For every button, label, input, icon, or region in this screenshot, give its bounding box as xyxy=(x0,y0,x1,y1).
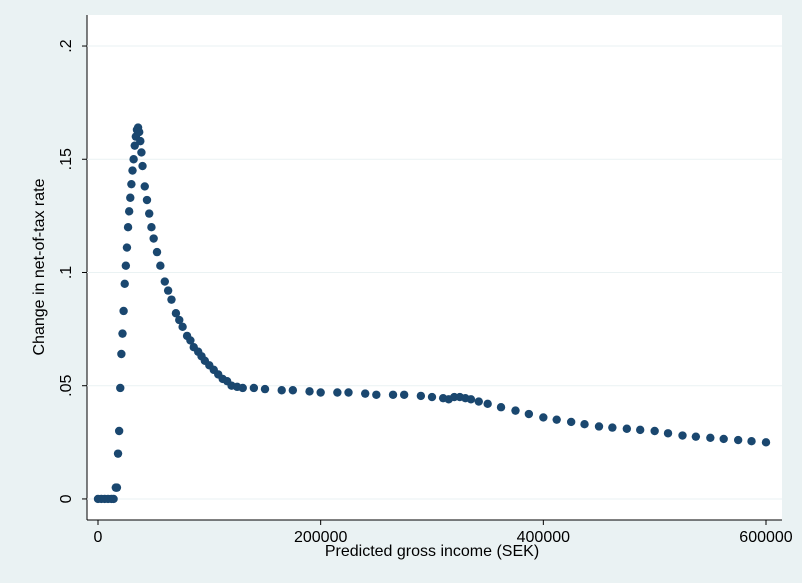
point xyxy=(119,306,128,316)
point xyxy=(147,222,156,232)
point xyxy=(137,148,146,157)
point xyxy=(178,322,187,332)
point xyxy=(124,207,134,216)
point xyxy=(361,389,370,398)
x-axis-label: Predicted gross income (SEK) xyxy=(325,543,539,560)
point xyxy=(524,409,534,419)
point xyxy=(118,329,127,338)
point xyxy=(496,403,506,412)
point xyxy=(539,413,548,422)
x-tick-label: 400000 xyxy=(517,529,570,546)
point xyxy=(719,434,728,444)
point xyxy=(114,426,124,436)
point xyxy=(134,127,144,137)
y-tick-label: .05 xyxy=(58,374,75,396)
point xyxy=(145,209,154,218)
point xyxy=(552,415,561,424)
point xyxy=(129,155,138,164)
point xyxy=(152,247,162,257)
point xyxy=(149,234,158,243)
point xyxy=(580,420,589,429)
point xyxy=(138,161,147,171)
point xyxy=(128,166,137,175)
point xyxy=(678,431,687,440)
point xyxy=(122,243,132,252)
y-tick-label: .2 xyxy=(58,39,75,52)
point xyxy=(399,390,409,399)
point xyxy=(427,392,437,402)
y-tick-label: 0 xyxy=(58,494,75,503)
point xyxy=(175,315,184,325)
y-tick-label: .15 xyxy=(58,148,75,170)
point xyxy=(511,406,520,415)
point xyxy=(109,494,118,504)
point xyxy=(156,261,165,270)
y-axis-label: Change in net-of-tax rate xyxy=(31,178,48,355)
point xyxy=(126,193,135,202)
point xyxy=(117,349,126,359)
point xyxy=(344,388,353,397)
point xyxy=(747,436,756,446)
point xyxy=(635,425,645,435)
point xyxy=(622,424,632,433)
point xyxy=(260,384,270,394)
point xyxy=(120,279,129,289)
x-tick-label: 200000 xyxy=(294,529,347,546)
point xyxy=(333,388,342,397)
point xyxy=(167,295,176,304)
point xyxy=(483,399,492,409)
point xyxy=(277,386,286,395)
point xyxy=(249,383,259,393)
point xyxy=(288,386,298,395)
point xyxy=(372,390,381,399)
point xyxy=(650,426,659,436)
point xyxy=(130,141,139,150)
point xyxy=(171,309,181,318)
x-tick-label: 600000 xyxy=(739,529,792,546)
point xyxy=(140,182,149,191)
point xyxy=(186,336,195,345)
point xyxy=(663,429,673,438)
point xyxy=(305,387,314,396)
point xyxy=(416,391,426,401)
point xyxy=(691,432,701,441)
point xyxy=(113,449,123,458)
point xyxy=(121,261,131,270)
point xyxy=(761,438,771,447)
point xyxy=(706,433,715,442)
point xyxy=(594,422,604,431)
plot-area xyxy=(87,15,782,520)
point xyxy=(112,483,122,492)
point xyxy=(127,179,136,189)
point xyxy=(466,395,476,404)
point xyxy=(566,417,576,427)
point xyxy=(388,390,398,399)
point xyxy=(733,435,743,445)
point xyxy=(116,383,125,393)
point xyxy=(160,277,169,286)
point xyxy=(136,136,145,146)
x-tick-label: 0 xyxy=(94,529,103,546)
point xyxy=(608,423,617,432)
y-tick-label: .1 xyxy=(58,266,75,279)
point xyxy=(123,222,133,232)
point xyxy=(238,383,247,393)
point xyxy=(316,388,325,397)
point xyxy=(163,286,173,295)
point xyxy=(474,397,483,406)
point xyxy=(142,195,152,205)
